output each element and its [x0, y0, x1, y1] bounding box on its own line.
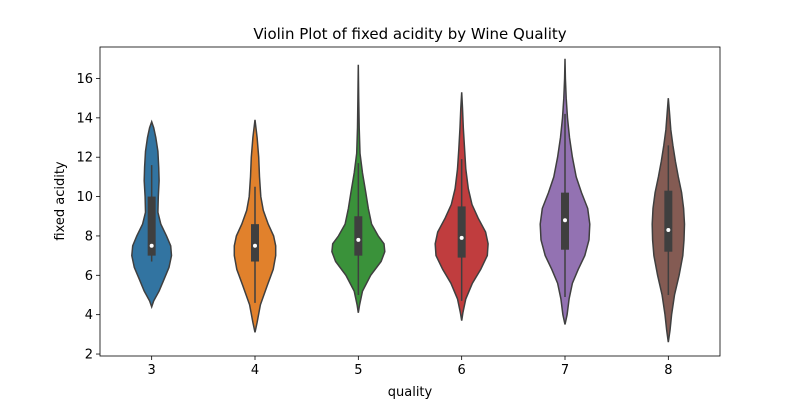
violin-6: [434, 92, 489, 321]
median-marker: [253, 243, 257, 248]
y-tick-label: 14: [76, 111, 93, 126]
y-tick-label: 12: [76, 151, 93, 166]
y-tick-label: 2: [85, 348, 93, 363]
iqr-box: [457, 206, 466, 258]
median-marker: [356, 237, 361, 242]
median-marker: [666, 228, 671, 233]
iqr-box: [251, 224, 259, 262]
y-tick-label: 8: [85, 229, 93, 244]
plot-area: [131, 58, 686, 343]
axes-frame: [99, 46, 721, 357]
x-tick-label: 6: [458, 363, 466, 378]
y-tick-label: 4: [85, 308, 93, 323]
violin-7: [539, 58, 591, 325]
y-axis-ticks: 2 4 6 8 10 12 14 16: [76, 72, 100, 363]
x-tick-label: 5: [354, 363, 362, 378]
violin-8: [651, 98, 686, 343]
violin-3: [131, 119, 173, 310]
x-axis-label: quality: [388, 385, 433, 400]
x-tick-label: 3: [148, 363, 156, 378]
iqr-box: [664, 190, 673, 252]
x-tick-label: 4: [251, 363, 259, 378]
median-marker: [459, 235, 464, 240]
y-axis-label: fixed acidity: [53, 161, 68, 241]
violin-5: [331, 64, 386, 313]
y-tick-label: 6: [85, 269, 93, 284]
violin-4: [233, 119, 277, 333]
median-marker: [149, 243, 154, 248]
iqr-box: [354, 216, 363, 256]
x-tick-label: 7: [561, 363, 569, 378]
chart-title: Violin Plot of fixed acidity by Wine Qua…: [253, 25, 566, 43]
y-tick-label: 16: [76, 72, 93, 87]
x-axis-ticks: 3 4 5 6 7 8: [148, 356, 672, 378]
median-marker: [563, 218, 567, 223]
x-tick-label: 8: [664, 363, 672, 378]
iqr-box: [147, 196, 156, 256]
y-tick-label: 10: [76, 190, 93, 205]
